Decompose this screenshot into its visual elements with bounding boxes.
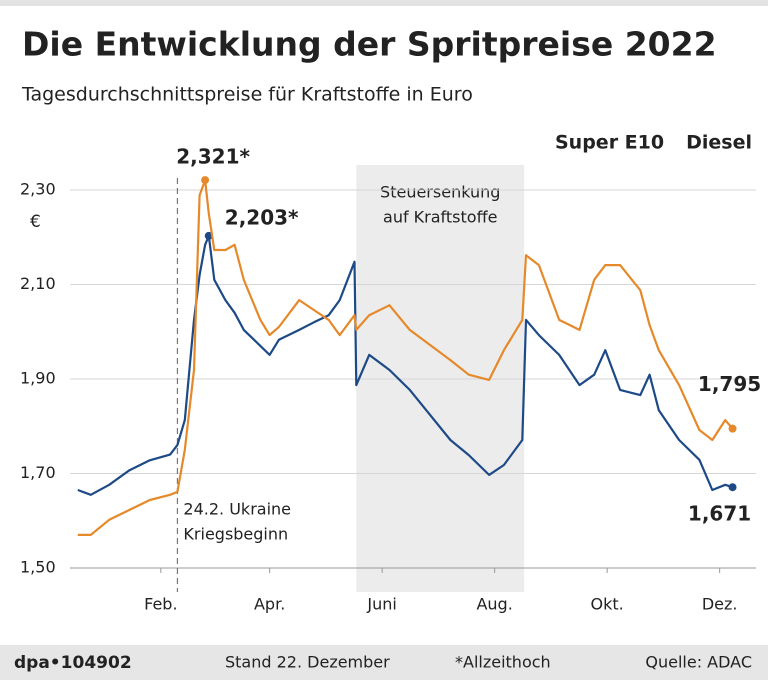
series-line: [77, 234, 733, 496]
shaded-label: auf Kraftstoffe: [383, 208, 497, 227]
chart-title: Die Entwicklung der Spritpreise 2022: [22, 25, 717, 64]
y-tick-label: 1,50: [20, 558, 56, 577]
event-label: Kriegsbeginn: [183, 525, 288, 544]
y-tick-label: 1,90: [20, 369, 56, 388]
x-tick-label: Dez.: [702, 595, 738, 614]
y-tick-label: 2,10: [20, 274, 56, 293]
x-tick-label: Aug.: [476, 595, 512, 614]
x-tick-label: Okt.: [591, 595, 624, 614]
shaded-label: Steuersenkung: [380, 183, 500, 202]
point-marker: [201, 176, 210, 185]
top-strip: [0, 0, 768, 6]
legend-label: Diesel: [686, 132, 752, 154]
footer-note: *Allzeithoch: [455, 653, 551, 672]
footer-source: Quelle: ADAC: [645, 653, 752, 672]
footer-bar: [0, 645, 768, 680]
value-label: 2,203*: [225, 205, 299, 229]
point-marker: [728, 483, 737, 492]
footer-date: Stand 22. Dezember: [225, 653, 390, 672]
y-unit: €: [30, 212, 41, 232]
event-label: 24.2. Ukraine: [183, 500, 291, 519]
chart-subtitle: Tagesdurchschnittspreise für Kraftstoffe…: [21, 84, 473, 106]
y-tick-label: 1,70: [20, 463, 56, 482]
y-tick-label: 2,30: [20, 180, 56, 199]
point-marker: [728, 424, 737, 433]
value-label: 1,795: [698, 372, 761, 396]
series-line: [77, 179, 734, 536]
value-label: 2,321*: [176, 145, 250, 169]
footer-id: dpa•104902: [14, 653, 132, 673]
x-tick-label: Apr.: [254, 595, 285, 614]
legend-label: Super E10: [555, 132, 664, 154]
value-label: 1,671: [688, 502, 751, 526]
x-tick-label: Feb.: [144, 595, 177, 614]
x-tick-label: Juni: [366, 595, 396, 614]
